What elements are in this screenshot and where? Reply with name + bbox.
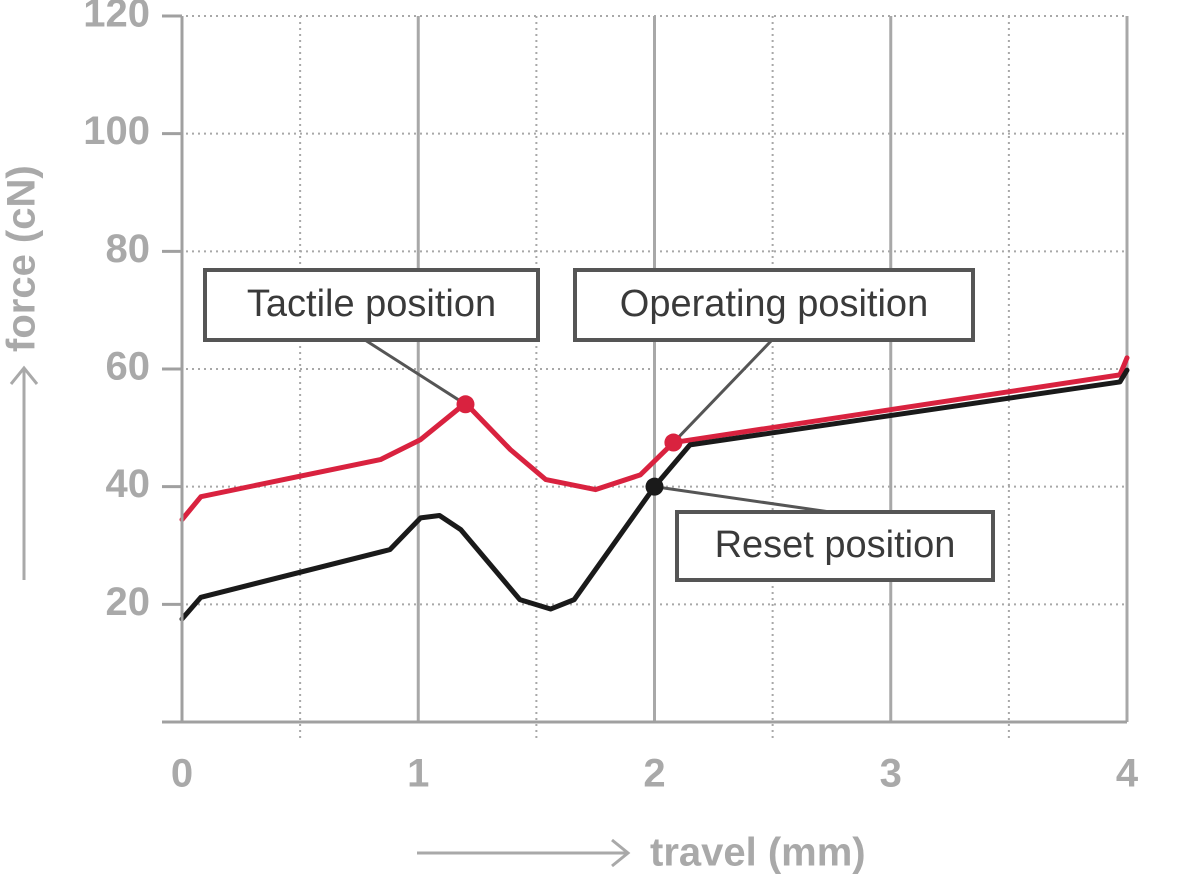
- callout-box: [573, 268, 975, 342]
- callout-box: [675, 510, 995, 582]
- y-axis-arrow: [9, 365, 39, 580]
- annotation-marker: [645, 477, 664, 496]
- y-tick-label: 60: [106, 345, 151, 389]
- x-tick-label: 0: [171, 752, 193, 796]
- y-tick-label: 20: [106, 580, 151, 624]
- callout-text: Reset position: [715, 524, 956, 566]
- leader-line: [654, 485, 831, 514]
- y-axis-label: force (cN): [0, 165, 44, 352]
- x-tick-label: 2: [643, 752, 665, 796]
- y-tick-label: 100: [83, 109, 150, 153]
- callout-text: Tactile position: [247, 283, 496, 325]
- x-axis-arrow: [417, 838, 631, 868]
- y-tick-label: 80: [106, 227, 151, 271]
- annotation-marker: [664, 433, 683, 452]
- y-tick-label: 40: [106, 462, 151, 506]
- x-tick-label: 1: [407, 752, 429, 796]
- annotations: Tactile position Operating position Reset …: [203, 268, 995, 582]
- x-axis-label: travel (mm): [650, 831, 866, 874]
- leader-line: [364, 338, 467, 406]
- y-tick-label: 120: [83, 0, 150, 36]
- series-line: [179, 367, 1130, 622]
- x-tick-label: 3: [880, 752, 902, 796]
- series-line: [179, 355, 1130, 523]
- leader-line: [672, 338, 774, 444]
- callout-text: Operating position: [620, 283, 928, 325]
- grid: [162, 15, 1129, 742]
- callout-box: [203, 268, 540, 342]
- annotation-marker: [456, 395, 475, 414]
- lines: [179, 355, 1130, 622]
- x-tick-label: 4: [1116, 752, 1139, 796]
